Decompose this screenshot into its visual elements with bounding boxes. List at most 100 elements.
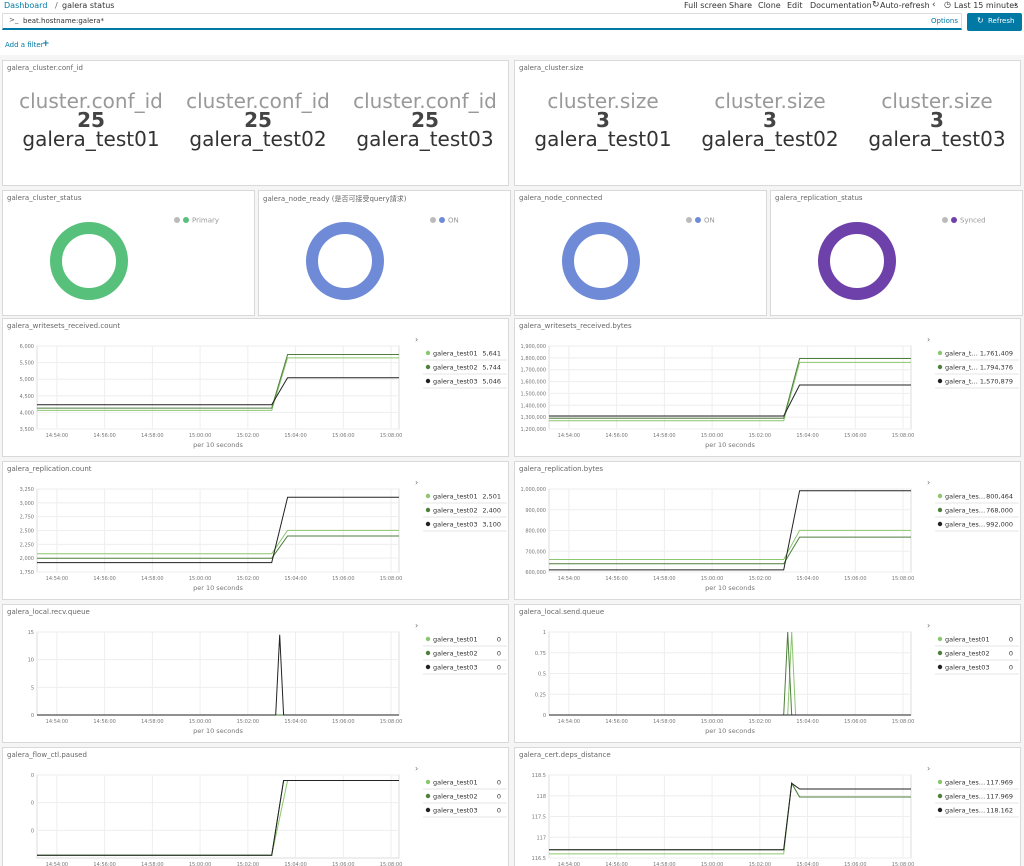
legend-value: 0 [497, 650, 501, 658]
x-axis-label: per 10 seconds [705, 727, 755, 735]
y-tick-label: 1,200,000 [521, 427, 546, 433]
line-panel: galera_flow_ctl.paused 0 0 0 14:54:00 14:56:0… [2, 747, 509, 866]
x-tick-label: 15:02:00 [749, 862, 771, 866]
legend-value: 0 [497, 807, 501, 815]
line-chart: 0 0.25 0.5 0.75 1 14:54:00 14:56:00 14:58:00 15:… [535, 621, 1019, 735]
x-tick-label: 15:04:00 [796, 719, 818, 725]
next-arrow: › [1014, 0, 1018, 10]
legend-label: ON [704, 217, 715, 225]
panel-title: galera_local.recv.queue [7, 608, 90, 616]
refresh-button[interactable]: ↻ Refresh [967, 13, 1022, 31]
metric-name: galera_test02 [701, 127, 839, 151]
panel-title: galera_node_connected [519, 194, 603, 202]
legend-name: galera_tes… [945, 507, 985, 515]
legend-name: galera_test02 [433, 793, 478, 801]
prev-arrow[interactable]: ‹ [932, 0, 936, 10]
menu-auto-refresh[interactable]: Auto-refresh [880, 1, 930, 10]
x-tick-label: 15:00:00 [701, 576, 723, 582]
menu-time-range[interactable]: Last 15 minutes [954, 1, 1019, 10]
panel-title: galera_writesets_received.count [7, 322, 121, 330]
metric: cluster.conf_id 25 galera_test03 [345, 91, 505, 150]
legend-toggle: › [927, 621, 930, 630]
x-axis-label: per 10 seconds [193, 727, 243, 735]
legend-value: 0 [497, 636, 501, 644]
x-tick-label: 14:56:00 [93, 719, 115, 725]
series-line [549, 361, 911, 422]
x-tick-label: 14:54:00 [558, 862, 580, 866]
legend-dot [425, 378, 431, 384]
series-line [37, 496, 399, 564]
x-tick-label: 14:56:00 [605, 576, 627, 582]
query-input[interactable]: >_ beat.hostname:galera* Options [2, 13, 962, 30]
y-tick-label: 0.75 [535, 651, 546, 657]
x-tick-label: 15:08:00 [380, 433, 402, 439]
x-tick-label: 15:06:00 [844, 433, 866, 439]
x-tick-label: 15:06:00 [844, 862, 866, 866]
x-tick-label: 15:04:00 [284, 719, 306, 725]
x-tick-label: 15:04:00 [284, 433, 306, 439]
legend-dot [937, 521, 943, 527]
metric-value: 25 [411, 108, 439, 132]
breadcrumb-link[interactable]: Dashboard [4, 1, 48, 10]
plot-frame [36, 345, 400, 430]
legend-label: Primary [192, 217, 219, 225]
metric-value: 3 [596, 108, 610, 132]
x-tick-label: 15:08:00 [892, 433, 914, 439]
refresh-button-icon: ↻ [977, 16, 984, 25]
y-tick-label: 1,400,000 [521, 403, 546, 409]
y-tick-label: 1,700,000 [521, 368, 546, 374]
legend-value: 1,570,879 [980, 378, 1013, 386]
y-tick-label: 3,500 [20, 427, 34, 433]
x-tick-label: 15:00:00 [189, 862, 211, 866]
legend-value: 2,501 [482, 493, 501, 501]
y-tick-label: 116.5 [532, 856, 546, 862]
panel-title: galera_replication.count [7, 465, 92, 473]
legend-dot [425, 636, 431, 642]
legend-name: galera_tes… [945, 779, 985, 787]
legend-toggle [174, 217, 180, 223]
x-tick-label: 15:08:00 [380, 719, 402, 725]
series-line [549, 384, 911, 417]
legend-value: 768,000 [986, 507, 1013, 515]
x-axis-label: per 10 seconds [705, 584, 755, 592]
menu-share[interactable]: Share [729, 1, 753, 10]
menu-edit[interactable]: Edit [787, 1, 803, 10]
x-tick-label: 15:06:00 [844, 576, 866, 582]
legend-value: 0 [1009, 650, 1013, 658]
legend-name: galera_tes… [945, 521, 985, 529]
line-chart: 116.5 117 117.5 118 118.5 14:54:00 14:56:00 14:… [532, 764, 1019, 866]
y-tick-label: 10 [28, 658, 34, 664]
series-line [37, 535, 399, 559]
menu-documentation[interactable]: Documentation [810, 1, 872, 10]
legend-name: galera_test03 [433, 807, 478, 815]
legend-toggle: › [927, 335, 930, 344]
add-filter[interactable]: Add a filter [5, 41, 44, 49]
metric-value: 25 [244, 108, 272, 132]
legend-toggle [686, 217, 692, 223]
x-tick-label: 14:58:00 [653, 862, 675, 866]
legend-name: galera_test03 [433, 378, 478, 386]
menu-clone[interactable]: Clone [758, 1, 781, 10]
query-text: beat.hostname:galera* [23, 17, 104, 25]
panel-title: galera_node_ready (是否可接受query請求) [263, 195, 407, 203]
legend-dot [951, 217, 957, 223]
y-tick-label: 1,300,000 [521, 415, 546, 421]
metric-value: 3 [930, 108, 944, 132]
donut-panel: galera_replication_status Synced [770, 190, 1023, 316]
refresh-button-label: Refresh [988, 17, 1015, 25]
y-tick-label: 2,500 [20, 529, 34, 535]
series-line [37, 529, 399, 555]
y-tick-label: 4,000 [20, 410, 34, 416]
series-line [549, 536, 911, 565]
metric: cluster.conf_id 25 galera_test01 [11, 91, 171, 150]
menu-fullscreen[interactable]: Full screen [684, 1, 727, 10]
panel-title: galera_cluster_status [7, 194, 82, 202]
options-link[interactable]: Options [931, 17, 959, 25]
separator: / [55, 1, 58, 10]
legend-dot [937, 350, 943, 356]
legend-dot [937, 779, 943, 785]
y-tick-label: 4,500 [20, 394, 34, 400]
breadcrumb-current: galera status [62, 1, 115, 10]
x-axis-label: per 10 seconds [193, 584, 243, 592]
